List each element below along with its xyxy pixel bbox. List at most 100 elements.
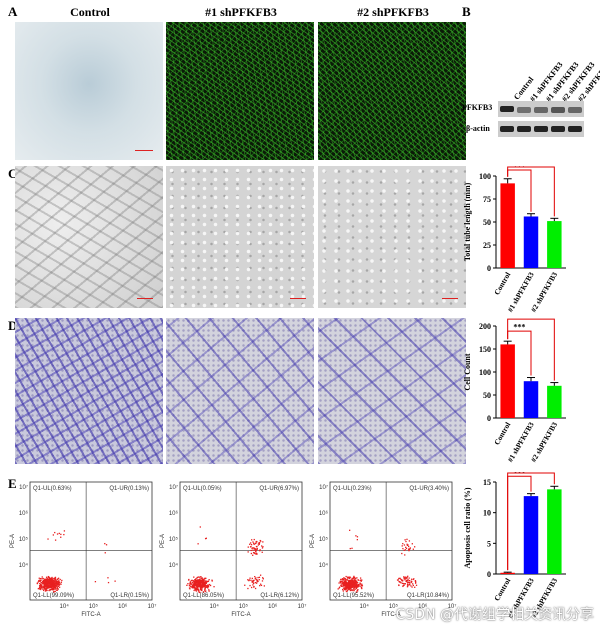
x-tick-label: 10⁷ — [448, 603, 457, 610]
x-tick-label: 10⁴ — [60, 603, 70, 610]
bar-0 — [500, 183, 515, 268]
bar-2 — [547, 489, 562, 574]
bar-2 — [547, 385, 562, 418]
wb-protein-actin: β-actin — [466, 124, 490, 133]
quadrant-lr-label: Q1-LR(6.12%) — [260, 593, 299, 599]
y-axis-label: PE-A — [310, 534, 316, 548]
y-tick-label: 0 — [487, 570, 491, 579]
control-fluorescence-image — [15, 22, 163, 160]
y-tick-label: 25 — [483, 241, 491, 250]
panel-label-c: C — [8, 166, 18, 181]
y-tick-label: 10⁶ — [19, 510, 29, 517]
wb-band — [551, 126, 565, 132]
significance-bracket-2 — [507, 472, 555, 571]
y-tick-label: 10⁴ — [319, 562, 329, 569]
bar-2 — [547, 221, 562, 268]
bar-1 — [523, 216, 539, 268]
y-tick-label: 10⁷ — [169, 484, 178, 491]
quadrant-ul-label: Q1-UL(0.05%) — [183, 486, 222, 492]
quadrant-ul-label: Q1-UL(0.63%) — [33, 486, 72, 492]
x-axis-label: FITC-A — [381, 612, 400, 618]
y-tick-label: 0 — [487, 414, 491, 423]
sh2-fluorescence-image — [318, 22, 466, 160]
x-tick-label: 10⁴ — [210, 603, 220, 610]
x-tick-label: Control — [492, 421, 512, 447]
significance-label: *** — [513, 166, 525, 171]
sh1-fluorescence-image — [166, 22, 314, 160]
quadrant-ur-label: Q1-UR(0.13%) — [109, 486, 149, 492]
quadrant-ll-label: Q1-LL(86.05%) — [183, 593, 224, 599]
panel-label-d: D — [8, 318, 18, 333]
column-header-control: Control — [70, 5, 110, 19]
quadrant-ul-label: Q1-UL(0.23%) — [333, 486, 372, 492]
wb-band — [568, 107, 582, 113]
y-tick-label: 10⁵ — [319, 536, 329, 543]
sh2-transwell-image — [318, 318, 466, 464]
y-tick-label: 0 — [487, 264, 491, 273]
wb-band — [534, 107, 548, 113]
panel-label-b: B — [462, 4, 471, 19]
wb-band — [500, 126, 514, 132]
y-tick-label: 10⁷ — [19, 484, 28, 491]
wb-band — [517, 107, 531, 113]
x-axis-label: FITC-A — [231, 612, 250, 618]
wb-row-pfkfb3 — [498, 101, 584, 117]
y-axis-label: Apoptosis cell ratio (%) — [463, 487, 472, 568]
bar-0 — [500, 572, 515, 574]
wb-row-actin — [498, 121, 584, 137]
bar-1 — [523, 496, 539, 574]
y-axis-label: PE-A — [10, 534, 16, 548]
y-axis-label: Total tube length (mm) — [463, 182, 472, 261]
flow-events — [186, 526, 266, 594]
wb-band — [534, 126, 548, 132]
x-tick-label: 10⁶ — [118, 603, 128, 610]
x-tick-label: 10⁴ — [360, 603, 370, 610]
quadrant-ur-label: Q1-UR(3.40%) — [409, 486, 449, 492]
x-axis-label: FITC-A — [81, 612, 100, 618]
significance-bracket-2 — [507, 318, 555, 381]
flow-events — [36, 530, 116, 593]
y-tick-label: 50 — [483, 218, 491, 227]
control-tube-image — [15, 166, 163, 308]
quadrant-ll-label: Q1-LL(99.09%) — [33, 593, 74, 599]
sh1-transwell-image — [166, 318, 314, 464]
x-tick-label: 10⁶ — [268, 603, 278, 610]
y-tick-label: 150 — [479, 345, 491, 354]
y-tick-label: 50 — [483, 391, 491, 400]
y-tick-label: 15 — [483, 478, 491, 487]
y-tick-label: 10⁴ — [19, 562, 29, 569]
significance-bracket-2 — [507, 166, 555, 217]
significance-label: *** — [513, 323, 525, 332]
bar-0 — [500, 344, 515, 418]
y-tick-label: 75 — [483, 195, 491, 204]
x-tick-label: 10⁷ — [148, 603, 157, 610]
y-tick-label: 10 — [483, 509, 491, 518]
sh2-tube-image — [318, 166, 466, 308]
y-tick-label: 10⁴ — [169, 562, 179, 569]
y-axis-label: Cell Count — [463, 353, 472, 390]
y-tick-label: 100 — [479, 172, 491, 181]
x-tick-label: 10⁵ — [239, 603, 249, 610]
significance-label: *** — [525, 472, 537, 474]
y-tick-label: 10⁷ — [319, 484, 328, 491]
y-tick-label: 10⁵ — [169, 536, 179, 543]
scale-bar — [442, 298, 458, 299]
x-tick-label: 10⁷ — [298, 603, 307, 610]
column-header-sh2: #2 shPFKFB3 — [357, 5, 429, 19]
x-tick-label: 10⁵ — [89, 603, 99, 610]
y-tick-label: 100 — [479, 368, 491, 377]
wb-band — [551, 107, 565, 113]
wb-band — [568, 126, 582, 132]
x-tick-label: 10⁶ — [418, 603, 428, 610]
significance-label: *** — [513, 472, 525, 477]
wb-band — [517, 126, 531, 132]
y-tick-label: 5 — [487, 539, 491, 548]
watermark-text: CSDN @代谢组学相关资讯分享 — [395, 607, 594, 623]
column-header-sh1: #1 shPFKFB3 — [205, 5, 277, 19]
y-tick-label: 200 — [479, 322, 491, 331]
y-tick-label: 10⁶ — [319, 510, 329, 517]
quadrant-ur-label: Q1-UR(6.97%) — [259, 486, 299, 492]
x-tick-label: 10⁵ — [389, 603, 399, 610]
